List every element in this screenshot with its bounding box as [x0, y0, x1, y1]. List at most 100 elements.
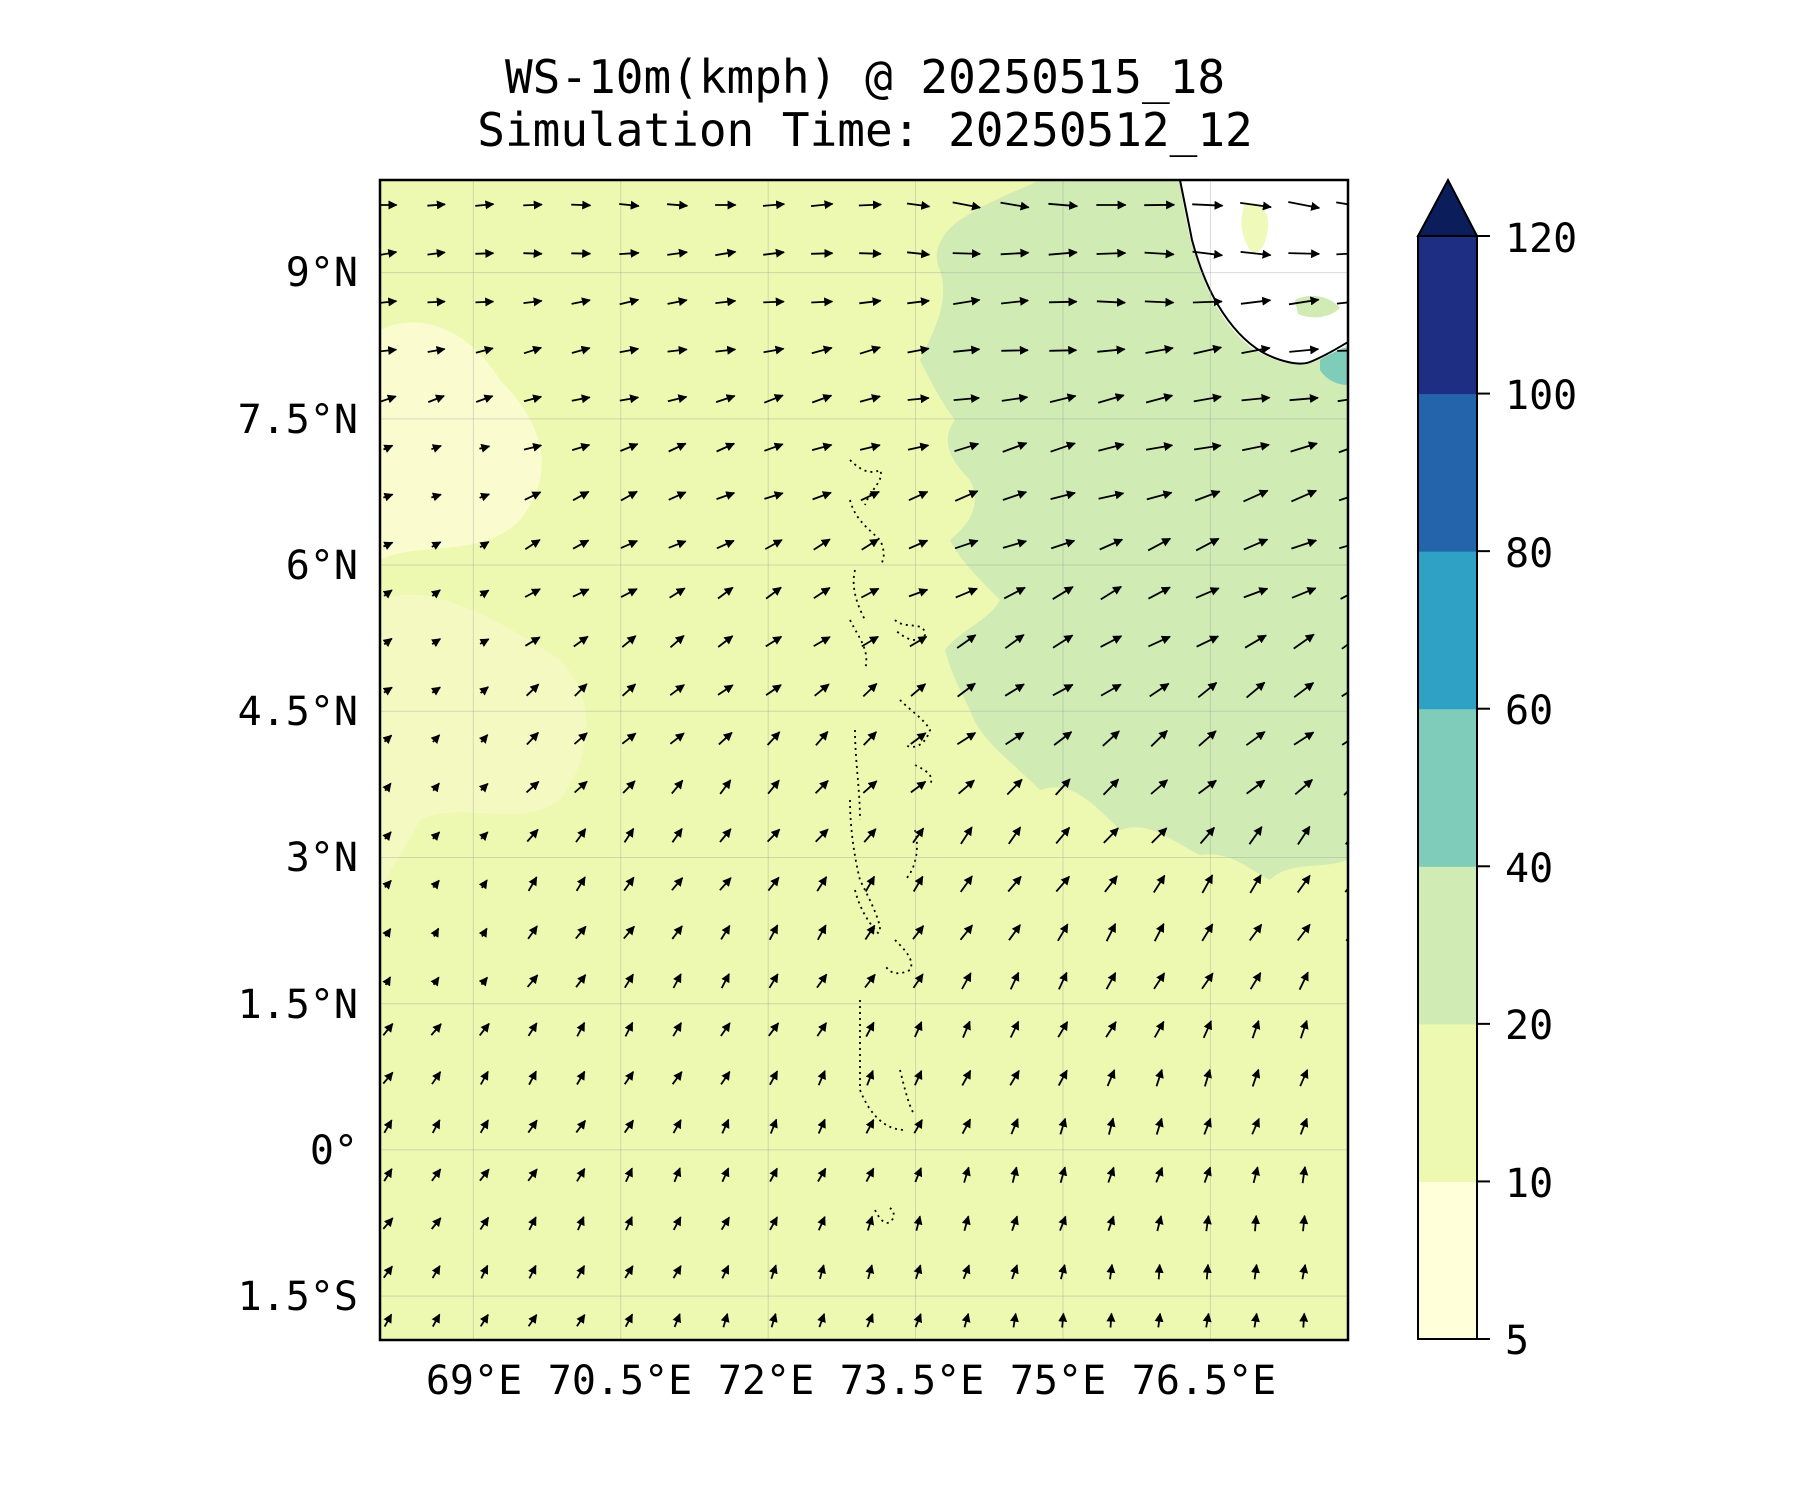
- wind-vector: [1288, 249, 1321, 259]
- wind-vector: [1243, 587, 1269, 599]
- wind-vector: [1155, 1068, 1164, 1087]
- wind-vector: [619, 297, 640, 307]
- wind-vector: [1153, 1020, 1165, 1038]
- wind-vector: [769, 1264, 778, 1280]
- wind-vector: [1049, 393, 1077, 403]
- lat-tick-label: 3°N: [286, 835, 358, 881]
- wind-vector: [1290, 441, 1318, 453]
- wind-vector: [624, 1216, 633, 1231]
- wind-vector: [672, 1265, 682, 1279]
- wind-vector: [765, 635, 783, 648]
- wind-vector: [523, 249, 543, 259]
- wind-vector: [671, 827, 683, 843]
- wind-vector: [1193, 442, 1222, 452]
- wind-vector: [768, 1312, 778, 1328]
- wind-vector: [1009, 1312, 1019, 1328]
- wind-vector: [813, 636, 831, 647]
- wind-vector: [1193, 344, 1223, 355]
- wind-vector: [1248, 826, 1263, 845]
- wind-vector: [719, 779, 732, 795]
- wind-vector: [962, 1020, 971, 1038]
- wind-vector: [672, 1119, 682, 1134]
- wind-vector: [380, 248, 398, 258]
- wind-vector: [815, 731, 829, 746]
- wind-vector: [1243, 489, 1269, 503]
- wind-vector: [952, 249, 981, 259]
- wind-vector: [1105, 972, 1117, 990]
- wind-vector: [667, 248, 688, 258]
- wind-vector: [1202, 1312, 1212, 1328]
- wind-vector: [1248, 923, 1263, 942]
- wind-vector: [382, 976, 392, 987]
- wind-vector: [1154, 1215, 1164, 1232]
- wind-vector: [865, 1069, 875, 1086]
- wind-vector: [382, 734, 393, 745]
- wind-vector: [816, 973, 828, 989]
- colorbar-tick-label: 60: [1505, 688, 1553, 734]
- wind-vector: [913, 1313, 922, 1328]
- land-shading-patch: [1241, 202, 1269, 253]
- wind-vector: [864, 924, 876, 940]
- wind-vector: [715, 297, 737, 307]
- wind-vector: [1098, 441, 1125, 452]
- lon-tick-label: 73.5°E: [840, 1358, 985, 1404]
- wind-vector: [1052, 683, 1074, 697]
- wind-vector: [527, 925, 538, 940]
- wind-vector: [1299, 1214, 1309, 1232]
- wind-vector: [1347, 988, 1348, 990]
- wind-vector: [1250, 1312, 1260, 1328]
- wind-vector: [814, 683, 830, 697]
- wind-vector: [962, 1166, 971, 1183]
- wind-vector: [1146, 490, 1173, 501]
- wind-vector: [715, 394, 736, 403]
- wind-vector: [1337, 349, 1348, 352]
- wind-vector: [479, 492, 491, 502]
- wind-vector: [817, 1313, 826, 1328]
- wind-vector: [716, 539, 735, 550]
- wind-vector: [1289, 345, 1320, 355]
- wind-vector: [526, 731, 539, 746]
- wind-vector: [1298, 971, 1309, 991]
- wind-vector: [813, 538, 831, 551]
- wind-vector: [524, 636, 541, 647]
- wind-vector: [431, 638, 442, 648]
- wind-vector: [1347, 1312, 1348, 1322]
- wind-vector: [1004, 634, 1025, 649]
- wind-vector: [1192, 249, 1224, 259]
- wind-vector: [571, 394, 591, 404]
- wind-vector: [431, 492, 442, 502]
- wind-vector: [479, 1264, 489, 1279]
- wind-vector: [624, 1265, 634, 1279]
- wind-vector: [817, 1167, 827, 1182]
- wind-vector: [574, 683, 588, 697]
- wind-vector: [1196, 635, 1220, 648]
- wind-vector: [571, 442, 591, 452]
- wind-vector: [907, 345, 930, 355]
- wind-vector: [479, 589, 490, 599]
- wind-vector: [767, 779, 780, 795]
- wind-vector: [576, 1265, 586, 1279]
- wind-vector: [957, 682, 976, 698]
- wind-vector: [1294, 779, 1313, 795]
- wind-vector: [383, 492, 394, 502]
- wind-vector: [1202, 1263, 1212, 1280]
- wind-vector: [1106, 1263, 1116, 1280]
- wind-vector: [814, 780, 829, 794]
- wind-vector: [430, 927, 440, 938]
- wind-vector: [817, 1118, 826, 1134]
- wind-vector: [431, 1265, 441, 1279]
- wind-vector: [860, 490, 880, 502]
- wind-vector: [1203, 1166, 1212, 1183]
- wind-vector: [1145, 442, 1174, 452]
- colorbar-tick-label: 100: [1505, 373, 1577, 419]
- wind-vector: [1296, 874, 1311, 894]
- wind-vector: [1296, 923, 1311, 942]
- wind-vector: [623, 876, 635, 892]
- wind-vector: [1347, 1214, 1348, 1225]
- wind-vector: [954, 539, 979, 550]
- wind-vector: [768, 1022, 780, 1037]
- wind-vector: [1293, 633, 1315, 650]
- wind-vector: [383, 1265, 393, 1279]
- wind-vector: [669, 684, 685, 696]
